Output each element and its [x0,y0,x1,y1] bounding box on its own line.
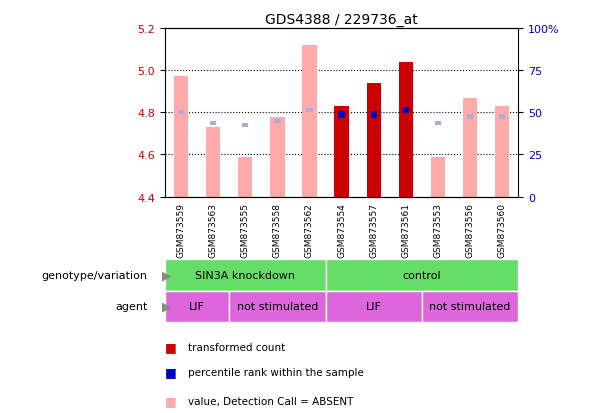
Text: ■: ■ [165,340,177,354]
Title: GDS4388 / 229736_at: GDS4388 / 229736_at [265,12,418,26]
Text: SIN3A knockdown: SIN3A knockdown [195,270,295,280]
Bar [435,121,441,126]
Bar [366,83,381,197]
Text: ■: ■ [165,365,177,378]
Text: GSM873558: GSM873558 [273,202,282,257]
Text: GSM873560: GSM873560 [498,202,507,257]
Bar [238,157,253,197]
Bar [206,128,220,197]
Bar [165,260,326,291]
Text: ▶: ▶ [162,300,171,313]
Bar [270,117,284,197]
Text: genotype/variation: genotype/variation [41,270,147,280]
Bar [370,112,377,118]
Text: GSM873553: GSM873553 [434,202,442,257]
Bar [229,291,326,322]
Bar [499,115,505,119]
Text: GSM873556: GSM873556 [466,202,475,257]
Text: control: control [403,270,441,280]
Bar [302,46,317,197]
Bar [210,121,216,126]
Text: ■: ■ [165,394,177,407]
Text: GSM873555: GSM873555 [241,202,250,257]
Bar [165,291,229,322]
Text: ▶: ▶ [162,269,171,282]
Bar [463,98,477,197]
Bar [335,107,349,197]
Text: GSM873559: GSM873559 [177,202,186,257]
Text: GSM873562: GSM873562 [305,202,314,257]
Bar [326,291,422,322]
Text: GSM873557: GSM873557 [369,202,378,257]
Text: LIF: LIF [366,301,382,311]
Text: percentile rank within the sample: percentile rank within the sample [188,367,365,377]
Bar [399,62,413,197]
Text: value, Detection Call = ABSENT: value, Detection Call = ABSENT [188,396,354,406]
Bar [467,115,474,119]
Bar [403,108,409,114]
Bar [422,291,518,322]
Bar [274,119,280,123]
Text: not stimulated: not stimulated [237,301,318,311]
Bar [431,157,445,197]
Bar [495,107,509,197]
Bar [174,77,188,197]
Text: GSM873563: GSM873563 [209,202,217,257]
Text: agent: agent [115,301,147,311]
Bar [178,111,184,115]
Text: GSM873554: GSM873554 [337,202,346,257]
Bar [326,260,518,291]
Bar [242,123,249,128]
Text: LIF: LIF [189,301,205,311]
Text: GSM873561: GSM873561 [401,202,411,257]
Text: not stimulated: not stimulated [429,301,511,311]
Bar [339,112,345,118]
Text: transformed count: transformed count [188,342,286,352]
Bar [306,109,313,113]
